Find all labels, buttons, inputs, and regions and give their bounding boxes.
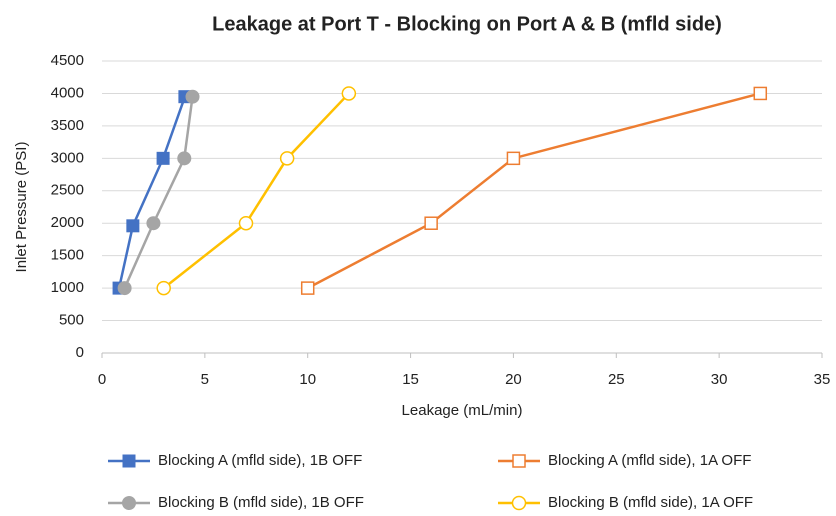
legend-label: Blocking B (mfld side), 1B OFF xyxy=(158,494,364,511)
y-tick-label: 1000 xyxy=(51,279,84,296)
marker xyxy=(512,454,526,468)
y-tick-label: 1500 xyxy=(51,247,84,264)
x-tick-label: 15 xyxy=(402,371,419,388)
chart-title: Leakage at Port T - Blocking on Port A &… xyxy=(212,13,722,35)
marker xyxy=(506,151,521,166)
marker xyxy=(156,280,171,296)
marker xyxy=(156,151,170,165)
marker xyxy=(300,281,315,295)
series-line xyxy=(123,96,194,289)
marker xyxy=(511,495,527,511)
marker xyxy=(279,151,295,166)
x-tick-label: 20 xyxy=(505,371,522,388)
series-line xyxy=(162,92,350,290)
marker xyxy=(238,215,254,231)
y-tick-label: 0 xyxy=(76,344,84,361)
marker xyxy=(753,86,768,101)
y-tick-label: 2500 xyxy=(51,182,84,199)
marker xyxy=(177,151,192,166)
series-line xyxy=(117,96,187,289)
x-tick-label: 35 xyxy=(814,371,831,388)
y-tick-label: 4500 xyxy=(51,52,84,69)
x-tick-label: 25 xyxy=(608,371,625,388)
marker xyxy=(122,454,136,468)
x-axis-label: Leakage (mL/min) xyxy=(402,402,523,419)
y-axis-label: Inlet Pressure (PSI) xyxy=(13,142,30,273)
x-tick-label: 0 xyxy=(98,371,106,388)
y-tick-label: 2000 xyxy=(51,214,84,231)
x-tick-label: 30 xyxy=(711,371,728,388)
x-tick-label: 10 xyxy=(299,371,316,388)
legend-label: Blocking A (mfld side), 1B OFF xyxy=(158,452,362,469)
y-tick-label: 4000 xyxy=(51,84,84,101)
series-line xyxy=(307,92,761,290)
y-tick-label: 500 xyxy=(59,312,84,329)
legend-label: Blocking B (mfld side), 1A OFF xyxy=(548,494,753,511)
marker xyxy=(185,89,200,104)
marker xyxy=(146,216,161,231)
y-tick-label: 3000 xyxy=(51,149,84,166)
marker xyxy=(341,86,357,101)
marker xyxy=(122,496,136,510)
marker xyxy=(117,281,132,296)
x-tick-label: 5 xyxy=(201,371,209,388)
y-tick-label: 3500 xyxy=(51,117,84,134)
legend-label: Blocking A (mfld side), 1A OFF xyxy=(548,452,751,469)
marker xyxy=(126,219,140,233)
marker xyxy=(424,216,438,230)
